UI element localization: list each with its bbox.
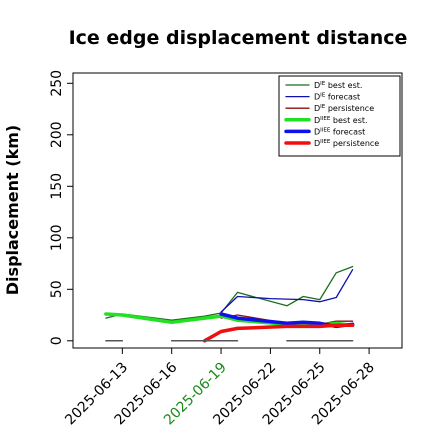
- y-tick-label: 200: [49, 121, 65, 148]
- legend-label: DIIEE forecast: [314, 127, 365, 136]
- y-tick-label: 150: [49, 173, 65, 200]
- y-axis-label: Displacement (km): [3, 125, 22, 295]
- series-line-2: [220, 269, 354, 313]
- y-axis: 0 50 100 150 200 250: [49, 70, 73, 345]
- legend-label: DIIEE best est.: [314, 116, 368, 125]
- legend-label: DIE forecast: [314, 93, 360, 102]
- y-tick-label: 100: [49, 224, 65, 251]
- series-line-1: [105, 265, 354, 321]
- x-axis: 2025-06-132025-06-162025-06-192025-06-22…: [62, 348, 378, 428]
- legend: DIE best est. DIE forecast DIE persistence…: [278, 75, 401, 157]
- plot-frame: [72, 72, 403, 349]
- series-line-6: [202, 323, 355, 343]
- legend-label: DIIEE persistence: [314, 139, 379, 148]
- y-tick-label: 0: [49, 336, 65, 345]
- y-tick-label: 250: [49, 70, 65, 97]
- series-layer: [104, 265, 355, 343]
- legend-label: DIE best est.: [314, 81, 362, 90]
- legend-label: DIE persistence: [314, 104, 374, 113]
- chart-title: Ice edge displacement distance: [69, 27, 408, 49]
- y-tick-label: 50: [49, 280, 65, 298]
